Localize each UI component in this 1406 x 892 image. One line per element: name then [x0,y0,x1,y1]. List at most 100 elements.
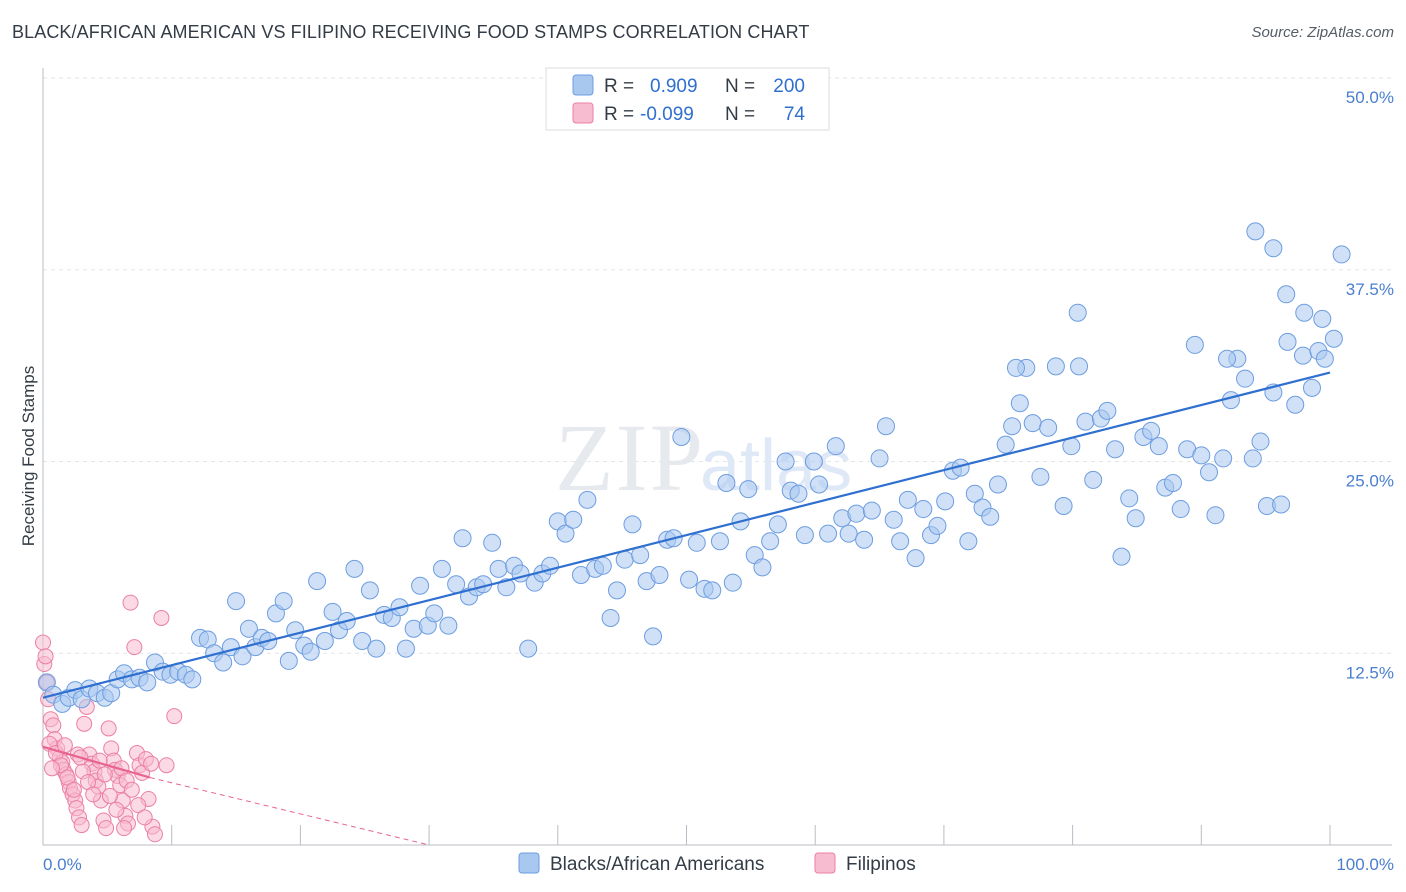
black-point-50 [396,639,415,658]
y-tick-label-2: 37.5% [1346,280,1394,299]
gridlines [43,77,1392,654]
black-point-89 [680,570,699,589]
black-point-149 [1120,489,1139,508]
black-point-124 [936,492,955,511]
black-point-39 [315,631,334,650]
black-point-174 [1302,378,1321,397]
series-legend-swatch-pink [814,852,836,874]
legend-r-value-pink: -0.099 [640,104,694,125]
black-point-77 [593,556,612,575]
black-point-78 [601,608,620,627]
svg-text:atlas: atlas [700,426,852,506]
black-point-146 [1098,401,1117,420]
black-point-44 [353,631,372,650]
black-point-178 [1246,222,1265,241]
black-point-105 [795,526,814,545]
black-point-40 [323,602,342,621]
black-point-109 [826,437,845,456]
black-point-84 [644,627,663,646]
black-point-137 [1031,467,1050,486]
black-point-160 [1200,463,1219,482]
filipino-point-29 [98,820,115,837]
filipino-point-61 [101,787,118,804]
black-point-143 [1076,412,1095,431]
filipino-points [35,594,183,843]
y-tick-label-0: 12.5% [1346,663,1394,682]
black-point-101 [768,515,787,534]
black-point-95 [723,573,742,592]
black-point-156 [1171,500,1190,519]
filipino-point-66 [130,797,147,814]
black-point-159 [1192,446,1211,465]
black-point-88 [672,427,691,446]
y-tick-label-3: 50.0% [1346,88,1394,107]
filipino-point-60 [96,766,113,783]
black-point-116 [876,417,895,436]
filipino-point-2 [37,648,54,665]
black-point-79 [608,581,627,600]
black-point-173 [1293,346,1312,365]
trend-line-pink-extension [149,777,430,846]
black-point-182 [1313,309,1332,328]
black-point-118 [891,532,910,551]
black-point-136 [1023,414,1042,433]
black-point-14 [138,673,157,692]
filipino-point-6 [45,717,62,734]
black-point-166 [1243,449,1262,468]
black-point-85 [650,566,669,585]
source-label: Source: ZipAtlas.com [1251,24,1394,41]
black-point-104 [789,484,808,503]
filipino-point-39 [122,594,139,611]
black-point-171 [1278,332,1297,351]
trend-line-pink [42,745,151,779]
filipino-point-49 [158,757,175,774]
black-point-20 [183,670,202,689]
legend-r-value-blue: 0.909 [650,76,698,97]
black-point-162 [1214,449,1233,468]
black-point-63 [489,559,508,578]
black-point-161 [1206,506,1225,525]
black-point-165 [1236,369,1255,388]
black-point-24 [214,653,233,672]
filipino-point-19 [73,817,90,834]
series-legend: Blacks/African Americans Filipinos [518,852,916,875]
black-point-72 [556,524,575,543]
black-point-176 [1315,349,1334,368]
black-point-167 [1251,432,1270,451]
black-point-115 [870,449,889,468]
filipino-point-53 [59,769,76,786]
black-point-183 [1332,245,1351,264]
black-point-55 [432,559,451,578]
legend-n-value-pink: 74 [784,104,806,125]
black-point-120 [906,549,925,568]
y-axis-title: Receiving Food Stamps [19,366,38,546]
black-point-153 [1149,437,1168,456]
black-point-133 [1003,417,1022,436]
black-point-177 [1324,329,1343,348]
black-point-94 [717,473,736,492]
filipino-point-58 [85,786,102,803]
black-point-185 [1006,358,1025,377]
black-point-99 [753,558,772,577]
series-legend-label-pink: Filipinos [846,854,916,875]
legend-n-value-blue: 200 [773,76,805,97]
black-point-121 [914,500,933,519]
black-point-73 [564,510,583,529]
black-point-62 [483,533,502,552]
filipino-point-20 [76,715,93,732]
filipino-point-0 [35,634,51,651]
black-point-148 [1112,547,1131,566]
black-point-117 [884,510,903,529]
filipino-point-62 [108,801,125,818]
black-point-130 [981,507,1000,526]
black-point-186 [1218,349,1237,368]
black-point-155 [1163,473,1182,492]
filipino-point-40 [126,639,143,656]
black-point-140 [1054,496,1073,515]
black-point-92 [703,581,722,600]
black-point-180 [1277,285,1296,304]
chart-title: BLACK/AFRICAN AMERICAN VS FILIPINO RECEI… [12,22,810,42]
black-point-179 [1264,239,1283,258]
series-legend-label-blue: Blacks/African Americans [550,854,764,875]
